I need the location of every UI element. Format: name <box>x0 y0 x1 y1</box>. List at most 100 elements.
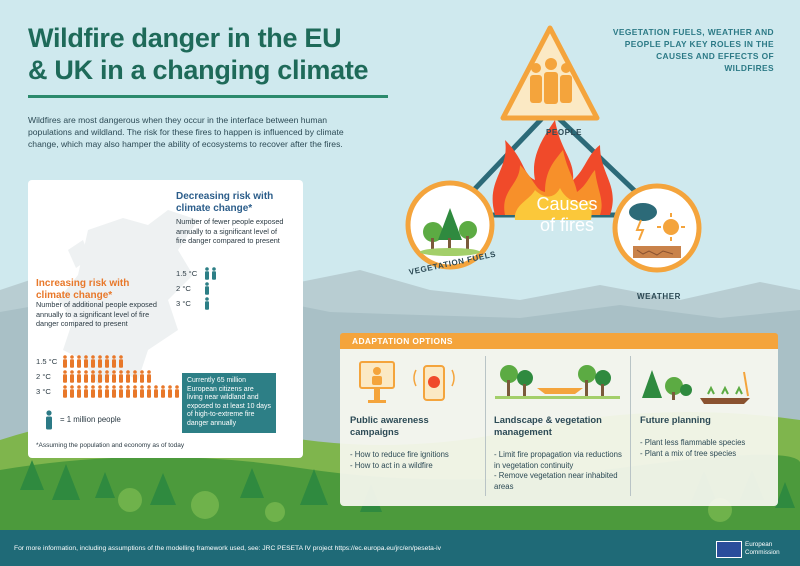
temperature-label: 1.5 °C <box>176 269 198 278</box>
temperature-label: 3 °C <box>176 299 191 308</box>
europe-map-icon <box>58 210 198 385</box>
person-icon <box>126 370 130 383</box>
decreasing-risk-text: Number of fewer people exposed annually … <box>176 217 284 245</box>
person-icon <box>112 370 116 383</box>
temperature-row: 2 °C <box>176 281 286 296</box>
person-icon <box>205 282 209 295</box>
person-icon <box>140 385 144 398</box>
title-divider <box>28 95 388 98</box>
person-icon <box>91 355 95 368</box>
person-icon <box>168 385 172 398</box>
person-icon <box>133 385 137 398</box>
temperature-label: 1.5 °C <box>36 357 58 366</box>
people-label: PEOPLE <box>545 128 583 137</box>
temperature-row: 1.5 °C <box>36 354 186 369</box>
awareness-campaign-icon <box>359 361 455 403</box>
weather-icon <box>612 183 702 273</box>
person-icon <box>154 385 158 398</box>
list-item: - Limit fire propagation via reductions … <box>494 450 622 470</box>
column-list: - How to reduce fire ignitions - How to … <box>350 450 475 471</box>
person-icon <box>175 385 179 398</box>
future-planning-icon <box>642 370 750 404</box>
people-icon <box>500 25 600 121</box>
footer-text: For more information, including assumpti… <box>14 545 441 552</box>
temperature-label: 2 °C <box>36 372 51 381</box>
adaptation-panel <box>340 336 778 506</box>
person-icon <box>84 370 88 383</box>
causes-line-1: Causes <box>536 194 598 214</box>
person-icon <box>119 370 123 383</box>
temperature-row: 1.5 °C <box>176 266 286 281</box>
column-title: Public awareness campaigns <box>350 414 429 437</box>
person-icon <box>98 355 102 368</box>
person-icon <box>105 385 109 398</box>
column-list: - Plant less flammable species - Plant a… <box>640 438 772 459</box>
increasing-risk-rows: 1.5 °C 2 °C 3 °C <box>36 354 186 399</box>
person-icon <box>91 370 95 383</box>
person-icon <box>70 355 74 368</box>
causes-diagram <box>405 25 702 273</box>
person-icon <box>105 355 109 368</box>
person-icon <box>112 355 116 368</box>
column-divider <box>630 356 631 496</box>
list-item: - Plant less flammable species <box>640 438 746 447</box>
person-icon <box>77 370 81 383</box>
person-icon <box>205 297 209 310</box>
person-icon <box>133 370 137 383</box>
adaptation-column-3: Future planning - Plant less flammable s… <box>640 414 772 459</box>
increasing-risk-heading: Increasing risk with climate change* <box>36 278 130 301</box>
title-line-1: Wildfire danger in the EU <box>28 23 342 53</box>
european-commission-logo-text: European Commission <box>745 541 780 556</box>
column-divider <box>485 356 486 496</box>
person-icon <box>70 385 74 398</box>
increasing-risk-text: Number of additional people exposed annu… <box>36 300 157 328</box>
adaptation-heading: ADAPTATION OPTIONS <box>340 333 778 349</box>
decreasing-risk-rows: 1.5 °C 2 °C 3 °C <box>176 266 286 311</box>
causes-line-2: of fires <box>539 215 595 235</box>
person-icon <box>140 370 144 383</box>
person-icon <box>84 355 88 368</box>
adaptation-column-1: Public awareness campaigns - How to redu… <box>350 414 475 471</box>
person-icon <box>161 385 165 398</box>
footer <box>0 530 800 566</box>
weather-label: WEATHER <box>637 292 682 301</box>
legend-text: = 1 million people <box>60 415 121 424</box>
adaptation-column-2: Landscape & vegetation management - Limi… <box>494 414 626 492</box>
decreasing-risk-heading: Decreasing risk with climate change* <box>176 191 274 214</box>
person-icon <box>63 385 67 398</box>
column-list: - Limit fire propagation via reductions … <box>494 450 626 492</box>
footnote: *Assuming the population and economy as … <box>36 442 185 449</box>
person-icon <box>112 385 116 398</box>
column-title: Landscape & vegetation management <box>494 414 602 437</box>
temperature-label: 2 °C <box>176 284 191 293</box>
person-icon <box>98 385 102 398</box>
temperature-row: 3 °C <box>36 384 186 399</box>
list-item: - Plant a mix of tree species <box>640 448 737 458</box>
person-icon <box>205 267 209 280</box>
list-item: - How to reduce fire ignitions <box>350 450 449 459</box>
person-icon <box>77 385 81 398</box>
landscape-management-icon <box>495 365 620 399</box>
temperature-row: 2 °C <box>36 369 186 384</box>
intro-text: Wildfires are most dangerous when they o… <box>28 115 344 149</box>
person-icon <box>84 385 88 398</box>
person-icon <box>212 267 216 280</box>
person-icon <box>77 355 81 368</box>
person-icon <box>119 355 123 368</box>
person-icon <box>70 370 74 383</box>
flame-icon <box>492 120 613 220</box>
person-icon <box>63 355 67 368</box>
title-line-2: & UK in a changing climate <box>28 55 369 85</box>
person-icon <box>147 370 151 383</box>
person-icon <box>119 385 123 398</box>
person-icon <box>91 385 95 398</box>
person-icon <box>63 370 67 383</box>
vegetation-fuels-icon <box>405 180 495 270</box>
eu-flag-icon <box>716 541 742 558</box>
person-icon <box>147 385 151 398</box>
temperature-label: 3 °C <box>36 387 51 396</box>
person-icon <box>105 370 109 383</box>
tagline: Vegetation fuels, weather and people pla… <box>612 27 774 73</box>
person-legend-icon <box>46 410 52 430</box>
person-icon <box>126 385 130 398</box>
